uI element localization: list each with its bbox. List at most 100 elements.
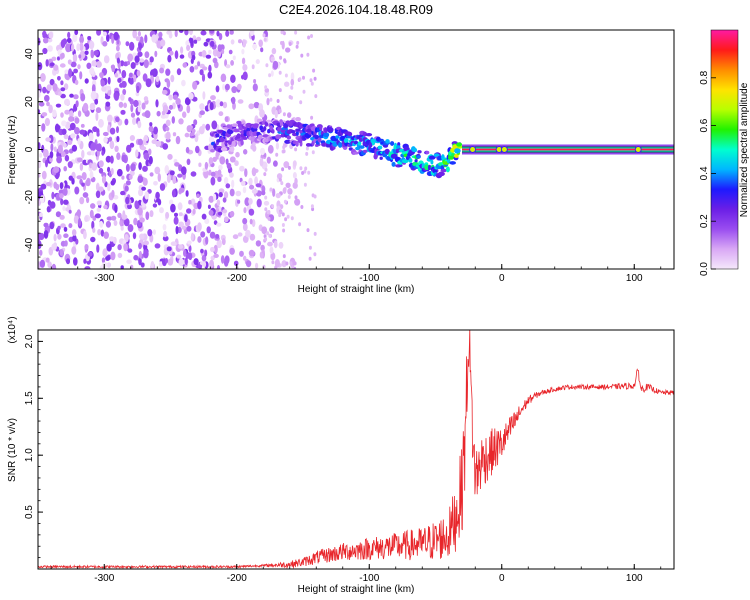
- spectrogram-cell: [178, 258, 185, 267]
- spectrogram-cell: [59, 193, 64, 199]
- spectrogram-cell: [326, 127, 334, 133]
- spectrogram-cell: [207, 71, 213, 79]
- spectrogram-cell: [53, 181, 58, 189]
- spectrogram-cell: [118, 101, 124, 108]
- spectrogram-cell: [161, 110, 166, 116]
- spectrogram-cell: [145, 78, 152, 88]
- spectrogram-cell: [252, 83, 258, 92]
- spectrogram-cell: [290, 85, 294, 90]
- spectrogram-cell: [282, 112, 286, 117]
- spectrogram-cell: [193, 258, 199, 266]
- spectrogram-cell: [63, 233, 69, 238]
- spectrogram-cell: [189, 132, 195, 137]
- spectrogram-cell: [231, 123, 238, 127]
- spectrogram-cell: [215, 234, 220, 239]
- spectrogram-cell: [259, 157, 264, 167]
- spectrogram-cell: [90, 142, 97, 151]
- spectrogram-cell: [141, 102, 146, 110]
- spectrogram-cell: [208, 195, 214, 203]
- spectrogram-cell: [145, 211, 150, 220]
- spectrogram-cell: [128, 97, 132, 102]
- spectrogram-cell: [103, 55, 110, 64]
- spectrogram-cell: [102, 31, 107, 37]
- spectrogram-cell: [138, 42, 143, 51]
- spectrogram-cell: [140, 146, 147, 151]
- spectrogram-cell: [42, 148, 49, 158]
- spectrogram-cell: [53, 166, 60, 174]
- spectrogram-cell: [222, 209, 228, 214]
- spectrogram-cell: [282, 254, 286, 259]
- spectrogram-cell: [186, 225, 192, 232]
- spectrogram-cell: [273, 240, 278, 249]
- spectrogram-cell: [267, 144, 274, 154]
- spectrogram-cell: [271, 204, 275, 209]
- colorbar: 0.0 0.2 0.4 0.6 0.8 Normalized spectral ampl…: [699, 29, 750, 276]
- spectrogram-cell: [55, 211, 62, 218]
- spectrogram-cell: [162, 235, 169, 242]
- spectrogram-cell: [261, 226, 268, 235]
- spectrogram-cell: [267, 216, 271, 221]
- spectrogram-cell: [230, 60, 235, 66]
- spectrogram-cell: [79, 71, 83, 80]
- spectrogram-cell: [65, 207, 70, 212]
- ridge-peak: [500, 146, 508, 153]
- spectrogram-cell: [84, 78, 89, 84]
- spectrogram-cell: [324, 127, 328, 134]
- spectrogram-cell: [231, 86, 238, 94]
- spectrogram-cell: [169, 50, 174, 56]
- spectrogram-cell: [132, 117, 137, 125]
- spectrogram-cell: [260, 147, 265, 156]
- spectrogram-cell: [166, 79, 171, 88]
- spectrogram-cell: [87, 36, 92, 41]
- spectrogram-cell: [255, 59, 260, 65]
- spectrogram-cell: [91, 84, 96, 94]
- x-tick-label: 100: [626, 573, 643, 584]
- spectrogram-cell: [222, 197, 227, 203]
- spectrogram-cell: [100, 229, 105, 237]
- spectrogram-cell: [41, 112, 48, 117]
- spectrogram-cell: [96, 132, 100, 137]
- spectrogram-cell: [314, 94, 318, 99]
- spectrogram-cell: [87, 251, 93, 257]
- spectrogram-cell: [238, 39, 242, 44]
- spectrogram-cell: [134, 200, 139, 209]
- spectrogram-cell: [294, 195, 298, 200]
- spectrogram-cell: [105, 101, 111, 107]
- spectrogram-cell: [239, 165, 245, 172]
- spectrogram-cell: [39, 259, 46, 268]
- spectrogram-cell: [242, 186, 247, 194]
- spectrogram-cell: [203, 41, 209, 47]
- spectrogram-cell: [304, 166, 308, 171]
- spectrogram-cell: [60, 223, 66, 228]
- spectrogram-cell: [274, 259, 280, 268]
- spectrogram-cell: [154, 50, 158, 58]
- spectrogram-cell: [144, 51, 150, 59]
- spectrogram-cell: [49, 151, 54, 159]
- spectrogram-cell: [111, 34, 115, 44]
- spectrogram-cell: [70, 61, 77, 68]
- spectrogram-cell: [46, 206, 51, 213]
- spectrogram-cell: [155, 191, 160, 199]
- spectrogram-cell: [281, 167, 285, 172]
- spectrogram-cell: [258, 39, 264, 48]
- x-tick-label: 0: [499, 273, 505, 284]
- spectrogram-cell: [76, 43, 81, 52]
- spectrogram-cell: [137, 105, 142, 113]
- spectrogram-cell: [302, 89, 306, 94]
- spectrogram-cell: [308, 245, 312, 250]
- spectrogram-cell: [223, 258, 229, 267]
- spectrogram-cell: [45, 182, 52, 187]
- spectrogram-cell: [80, 123, 85, 128]
- spectrogram-cell: [269, 125, 274, 131]
- spectrogram-cell: [139, 58, 145, 63]
- spectrogram-cell: [185, 40, 190, 47]
- spectrogram-cell: [252, 43, 258, 50]
- spectrogram-cell: [53, 146, 57, 152]
- spectrogram-cell: [45, 59, 49, 67]
- spectrogram-cell: [148, 156, 153, 165]
- spectrogram-cell: [39, 249, 43, 256]
- spectrogram-cell: [213, 253, 219, 258]
- spectrogram-cell: [82, 102, 89, 112]
- spectrogram-cell: [282, 228, 286, 233]
- spectrogram-cell: [168, 104, 174, 110]
